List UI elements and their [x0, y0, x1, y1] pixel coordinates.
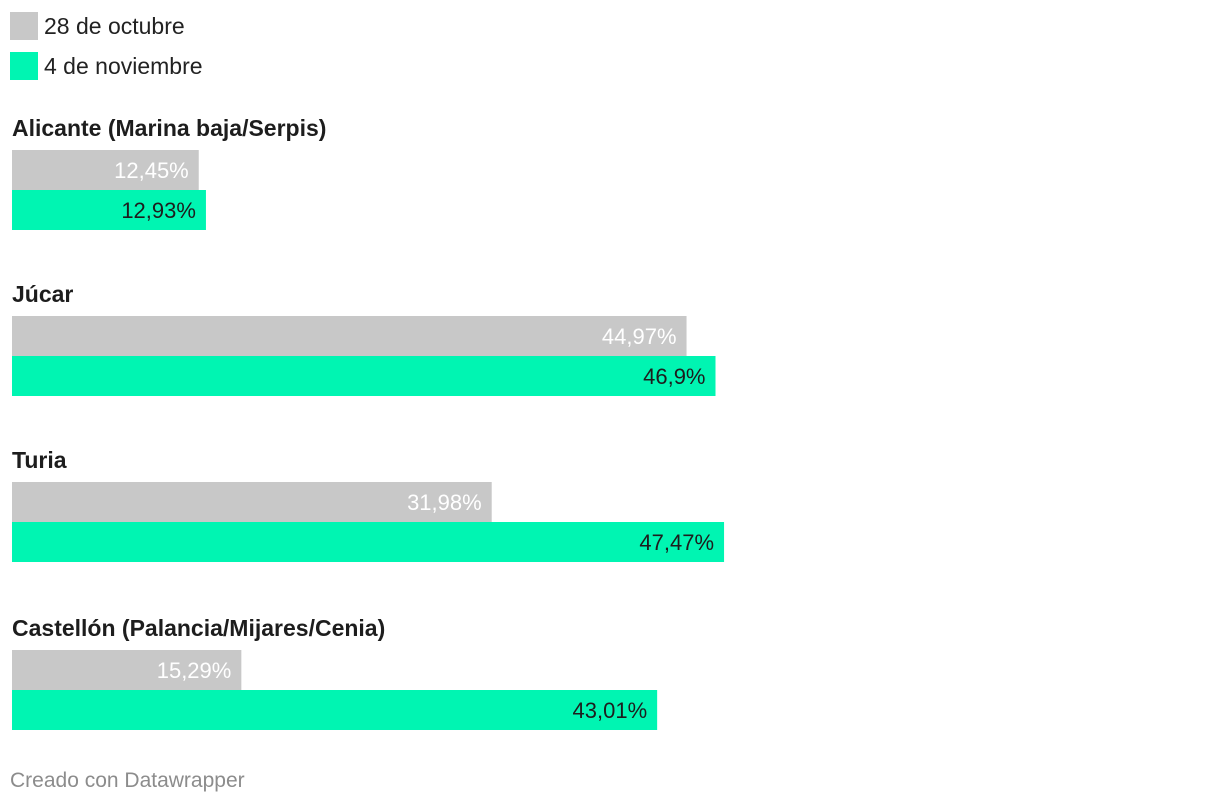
category-label-alicante-marina-baja-serpis: Alicante (Marina baja/Serpis): [12, 115, 326, 141]
category-label-castellon-palancia-mijares-cenia: Castellón (Palancia/Mijares/Cenia): [12, 615, 385, 641]
value-label-alicante-marina-baja-serpis-4-de-noviembre: 12,93%: [121, 198, 196, 223]
bar-castellon-palancia-mijares-cenia-28-de-octubre: [12, 650, 242, 690]
value-label-jucar-28-de-octubre: 44,97%: [602, 324, 677, 349]
legend-label-4-noviembre: 4 de noviembre: [44, 52, 203, 79]
legend-item-28-octubre: 28 de octubre: [10, 12, 203, 40]
bar-castellon-palancia-mijares-cenia-4-de-noviembre: [12, 690, 658, 730]
bar-alicante-marina-baja-serpis-4-de-noviembre: [12, 190, 206, 230]
bar-turia-4-de-noviembre: [12, 522, 725, 562]
value-label-castellon-palancia-mijares-cenia-28-de-octubre: 15,29%: [157, 658, 232, 683]
legend-item-4-noviembre: 4 de noviembre: [10, 52, 203, 80]
category-label-turia: Turia: [12, 447, 67, 473]
value-label-alicante-marina-baja-serpis-28-de-octubre: 12,45%: [114, 158, 189, 183]
value-label-turia-28-de-octubre: 31,98%: [407, 490, 482, 515]
value-label-castellon-palancia-mijares-cenia-4-de-noviembre: 43,01%: [573, 698, 648, 723]
bar-alicante-marina-baja-serpis-28-de-octubre: [12, 150, 199, 190]
legend-label-28-octubre: 28 de octubre: [44, 12, 185, 39]
footer-credit: Creado con Datawrapper: [10, 769, 245, 792]
bar-turia-28-de-octubre: [12, 482, 492, 522]
legend: 28 de octubre 4 de noviembre: [10, 12, 203, 92]
category-label-jucar: Júcar: [12, 281, 73, 307]
legend-swatch-4-noviembre: [10, 52, 38, 80]
bar-jucar-4-de-noviembre: [12, 356, 716, 396]
bar-jucar-28-de-octubre: [12, 316, 687, 356]
legend-swatch-28-octubre: [10, 12, 38, 40]
value-label-jucar-4-de-noviembre: 46,9%: [643, 364, 705, 389]
value-label-turia-4-de-noviembre: 47,47%: [639, 530, 714, 555]
